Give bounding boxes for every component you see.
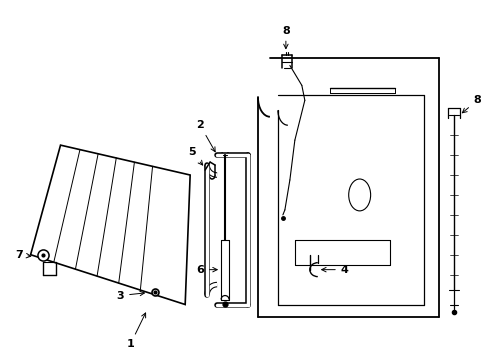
- Text: 6: 6: [196, 265, 217, 275]
- Text: 8: 8: [462, 95, 480, 113]
- Text: 1: 1: [126, 313, 145, 349]
- Text: 7: 7: [15, 250, 31, 260]
- Text: 8: 8: [282, 26, 289, 49]
- Text: 3: 3: [116, 291, 144, 301]
- Text: 4: 4: [321, 265, 348, 275]
- Text: 5: 5: [188, 147, 202, 165]
- Text: 2: 2: [196, 120, 215, 152]
